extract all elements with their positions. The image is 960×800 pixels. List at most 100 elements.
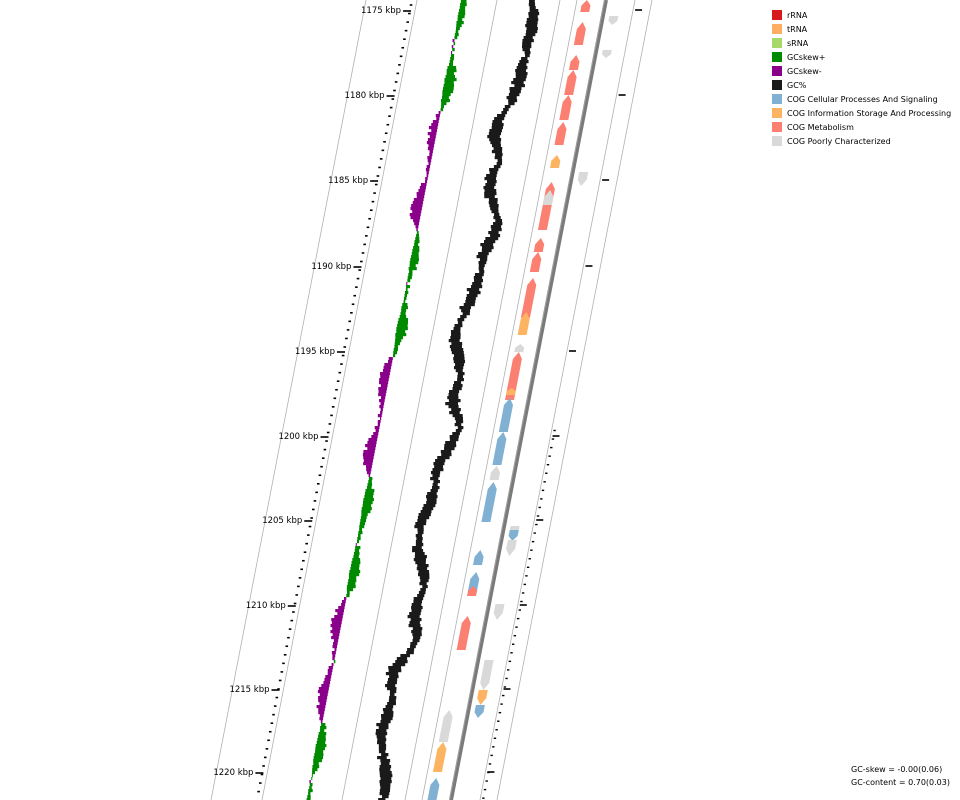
gc-skew-bar [331, 636, 339, 640]
gc-content-bar [469, 291, 481, 295]
gc-content-bar [379, 789, 391, 793]
gc-skew-bar [416, 195, 425, 199]
gc-content-bar [493, 216, 501, 220]
gc-content-bar [514, 84, 525, 88]
gc-skew-bar [334, 615, 343, 619]
gc-skew-bar [360, 516, 367, 520]
gc-skew-bar [397, 324, 408, 328]
gc-skew-bar [371, 435, 378, 439]
cds-feature [505, 352, 522, 400]
gc-content-bar [453, 360, 466, 364]
gc-content-bar [417, 519, 427, 523]
gc-content-bar [418, 570, 430, 574]
gc-skew-bar [365, 489, 375, 493]
gc-skew-bar [379, 399, 385, 403]
gc-content-bar [420, 588, 426, 592]
gc-skew-bar [362, 453, 375, 457]
gc-content-bar [495, 219, 503, 223]
gc-skew-bar [408, 270, 413, 274]
gc-content-bar [491, 228, 502, 232]
gc-content-bar [495, 153, 503, 157]
gc-content-bar [453, 357, 465, 361]
gc-content-bar [448, 393, 459, 397]
gc-content-bar [396, 657, 408, 661]
position-label: 1205 kbp [262, 516, 302, 526]
gc-skew-bar [426, 174, 429, 178]
gc-skew-bar [333, 642, 338, 646]
gc-skew-bar [443, 87, 454, 91]
gc-skew-bar [408, 267, 417, 271]
gc-skew-bar [380, 417, 382, 421]
gc-content-bar [508, 102, 515, 106]
gc-skew-bar [442, 93, 451, 97]
gc-content-bar [509, 90, 521, 94]
gc-content-bar [462, 312, 470, 316]
gc-skew-bar [359, 522, 366, 526]
gc-skew-bar [450, 57, 454, 61]
gc-content-bar [412, 639, 420, 643]
gc-skew-bar [318, 699, 327, 703]
gc-content-bar [460, 315, 467, 319]
gc-skew-bar [382, 369, 391, 373]
gc-content-bar [522, 39, 534, 43]
gc-content-bar [474, 279, 484, 283]
gc-skew-bar [351, 564, 360, 568]
position-label: 1220 kbp [213, 768, 253, 778]
gc-content-bar [445, 402, 459, 406]
gc-skew-bar [428, 126, 438, 130]
gc-skew-bar [358, 534, 361, 538]
genome-backbone [449, 0, 608, 800]
gc-content-bar [426, 498, 437, 502]
gc-skew-bar [318, 735, 326, 739]
gc-content-bar [430, 471, 441, 475]
gc-skew-bar [426, 165, 431, 169]
guide-line [341, 0, 498, 800]
gc-skew-bar [442, 90, 454, 94]
gc-skew-bar [312, 765, 320, 769]
gc-skew-bar [324, 678, 331, 682]
gc-content-bar [450, 348, 464, 352]
gc-skew-bar [401, 309, 407, 313]
gc-content-bar [381, 714, 394, 718]
gc-skew-bar [330, 624, 342, 628]
gc-skew-bar [427, 147, 434, 151]
gc-content-bar [497, 114, 506, 118]
gc-skew-bar [315, 750, 324, 754]
gc-content-bar [453, 327, 461, 331]
gc-skew-bar [357, 537, 361, 541]
gc-content-bar [487, 135, 500, 139]
gc-content-bar [451, 351, 464, 355]
gc-skew-bar [341, 603, 346, 607]
gc-skew-bar [436, 117, 440, 121]
gc-skew-bar [315, 744, 327, 748]
gc-content-bar [410, 645, 416, 649]
gc-skew-bar [331, 651, 336, 655]
gc-skew-bar [441, 102, 447, 106]
gc-skew-bar [308, 792, 311, 796]
legend-swatch [772, 122, 782, 132]
gc-skew-bar [367, 483, 373, 487]
gc-content-bar [515, 69, 527, 73]
gc-content-bar [412, 546, 422, 550]
gc-skew-bar [363, 501, 373, 505]
gc-content-bar [489, 171, 498, 175]
gc-content-bar [484, 195, 495, 199]
gc-content-bar [516, 66, 528, 70]
gc-skew-bar [400, 312, 406, 316]
gc-content-bar [488, 132, 502, 136]
gc-content-bar [453, 354, 465, 358]
position-label: 1185 kbp [328, 176, 368, 186]
gc-skew-bar [309, 786, 312, 790]
gc-skew-bar [425, 177, 428, 181]
gc-skew-bar [453, 42, 456, 46]
gc-skew-bar [373, 432, 379, 436]
gc-skew-bar [388, 360, 393, 364]
gc-content-bar [474, 273, 484, 277]
gc-skew-bar [318, 708, 325, 712]
gc-skew-bar [411, 252, 419, 256]
gc-content-bar [417, 528, 424, 532]
gc-skew-bar [455, 27, 460, 31]
gc-skew-bar [346, 585, 356, 589]
gc-content-bar [524, 51, 531, 55]
